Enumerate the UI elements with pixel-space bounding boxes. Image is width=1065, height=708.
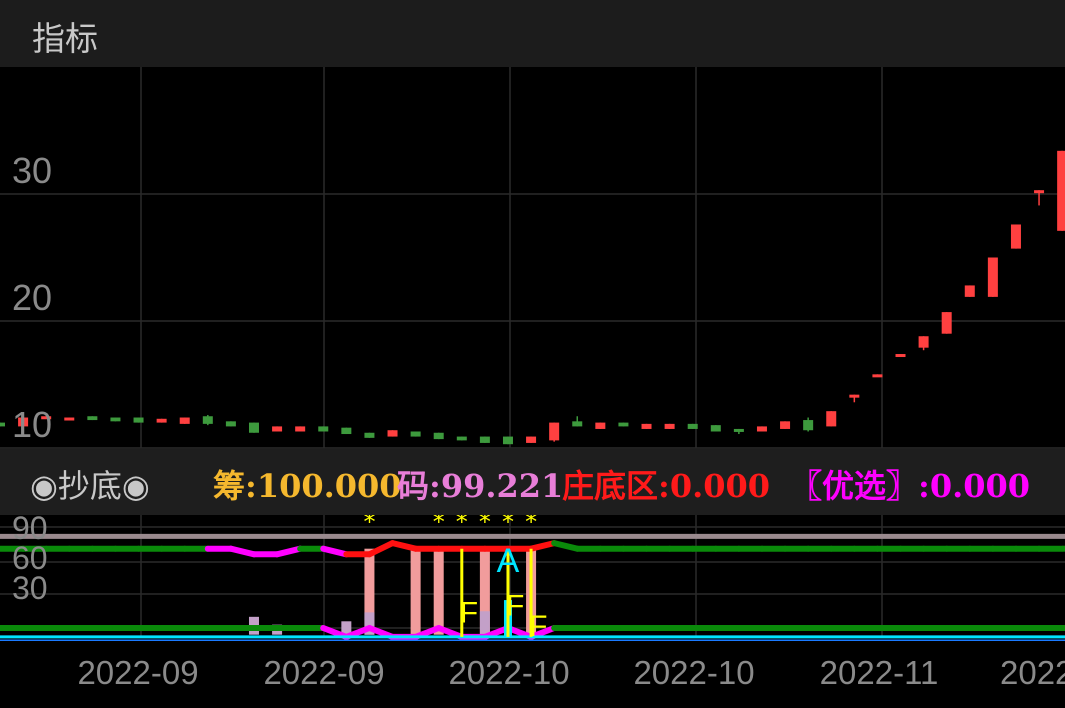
legend-item-youxuan: 〖优选〗:0.000	[790, 467, 1031, 505]
candle-down	[479, 436, 490, 443]
y-tick-label: 10	[12, 404, 53, 445]
candle-up	[872, 374, 883, 378]
candle-up	[64, 417, 75, 421]
candle-up	[526, 436, 537, 443]
f-mark: F	[529, 610, 547, 643]
candle-up	[849, 394, 860, 398]
candle-down	[248, 422, 259, 433]
candle-up	[387, 430, 398, 437]
star-mark: *	[433, 508, 445, 536]
candle-down	[572, 421, 583, 427]
candle-up	[595, 422, 606, 429]
x-tick-label: 2022	[1000, 654, 1065, 691]
purple-bar	[364, 612, 375, 635]
candle-down	[110, 417, 121, 422]
pink-bar	[479, 548, 490, 635]
candle-up	[987, 257, 998, 297]
upper-line-segment	[366, 540, 396, 558]
upper-line-segment	[320, 545, 350, 558]
candle-down	[87, 416, 98, 421]
candle-down	[456, 436, 467, 441]
legend-item-chou: 筹:100.000	[213, 467, 402, 505]
candle-up	[1034, 190, 1045, 194]
x-tick-label: 2022-11	[819, 654, 939, 691]
x-tick-label: 2022-09	[77, 654, 199, 691]
candle-up	[964, 285, 975, 297]
legend-item-ma: 码:99.221	[397, 467, 564, 505]
candle-up	[826, 411, 837, 427]
upper-line-segment	[528, 540, 558, 552]
x-tick-label: 2022-09	[263, 654, 385, 691]
candle-up	[295, 426, 306, 432]
candle-up	[41, 416, 52, 420]
candle-down	[687, 423, 698, 429]
candle-up	[895, 354, 906, 358]
candle-down	[803, 420, 814, 431]
candle-down	[133, 417, 144, 423]
candle-down	[410, 431, 421, 437]
pink-bar	[433, 548, 444, 635]
candle-up	[18, 417, 29, 427]
upper-line-segment	[227, 545, 257, 558]
y-tick-label: 90	[12, 510, 48, 546]
y-tick-label: 30	[12, 570, 48, 606]
star-mark: *	[363, 508, 375, 536]
y-tick-label: 20	[12, 277, 53, 318]
indicator-name[interactable]: ◉抄底◉	[30, 467, 150, 505]
upper-line-segment	[389, 540, 419, 552]
candle-down	[502, 436, 513, 445]
f-mark: F	[460, 596, 478, 629]
candle-up	[156, 418, 167, 423]
y-tick-label: 60	[12, 540, 48, 576]
candle-down	[0, 422, 5, 427]
candle-up	[1057, 150, 1065, 231]
indicator-panel: * * * * * *AF FF	[0, 508, 1065, 643]
candle-down	[341, 427, 352, 435]
y-tick-label: 30	[12, 150, 53, 191]
candle-down	[710, 425, 721, 432]
candle-up	[272, 426, 283, 432]
title-bar: 指标	[0, 0, 1065, 67]
star-mark: *	[456, 508, 468, 536]
purple-bar	[479, 611, 490, 635]
candle-down	[318, 426, 329, 432]
upper-line-segment	[551, 540, 581, 552]
indicator-legend: ◉抄底◉ 筹:100.000 码:99.221 庄底区:0.000 〖优选〗:0…	[0, 449, 1065, 515]
x-tick-label: 2022-10	[448, 654, 570, 691]
candle-down	[733, 428, 744, 432]
purple-bar	[341, 621, 352, 635]
legend-item-zhuangdiqu: 庄底区:0.000	[562, 467, 771, 505]
candle-up	[664, 423, 675, 429]
pink-bar	[364, 548, 375, 635]
candle-up	[941, 312, 952, 334]
star-mark: *	[525, 508, 537, 536]
candle-down	[364, 432, 375, 438]
candle-up	[179, 417, 190, 424]
candle-up	[641, 423, 652, 429]
candle-down	[433, 432, 444, 440]
candles	[0, 150, 1065, 445]
star-mark: *	[479, 508, 491, 536]
upper-line-segment	[274, 545, 304, 558]
candle-down	[618, 422, 629, 427]
f-mark: F	[506, 590, 524, 623]
pink-bar	[410, 548, 421, 635]
candle-up	[756, 426, 767, 432]
x-tick-label: 2022-10	[633, 654, 755, 691]
candle-down	[225, 421, 236, 427]
candle-down	[202, 416, 213, 424]
star-mark: *	[502, 508, 514, 536]
candle-up	[780, 421, 791, 429]
page-title: 指标	[32, 19, 98, 58]
candle-up	[549, 422, 560, 441]
a-mark: A	[497, 542, 520, 580]
candle-up	[918, 336, 929, 348]
candle-up	[1010, 224, 1021, 249]
